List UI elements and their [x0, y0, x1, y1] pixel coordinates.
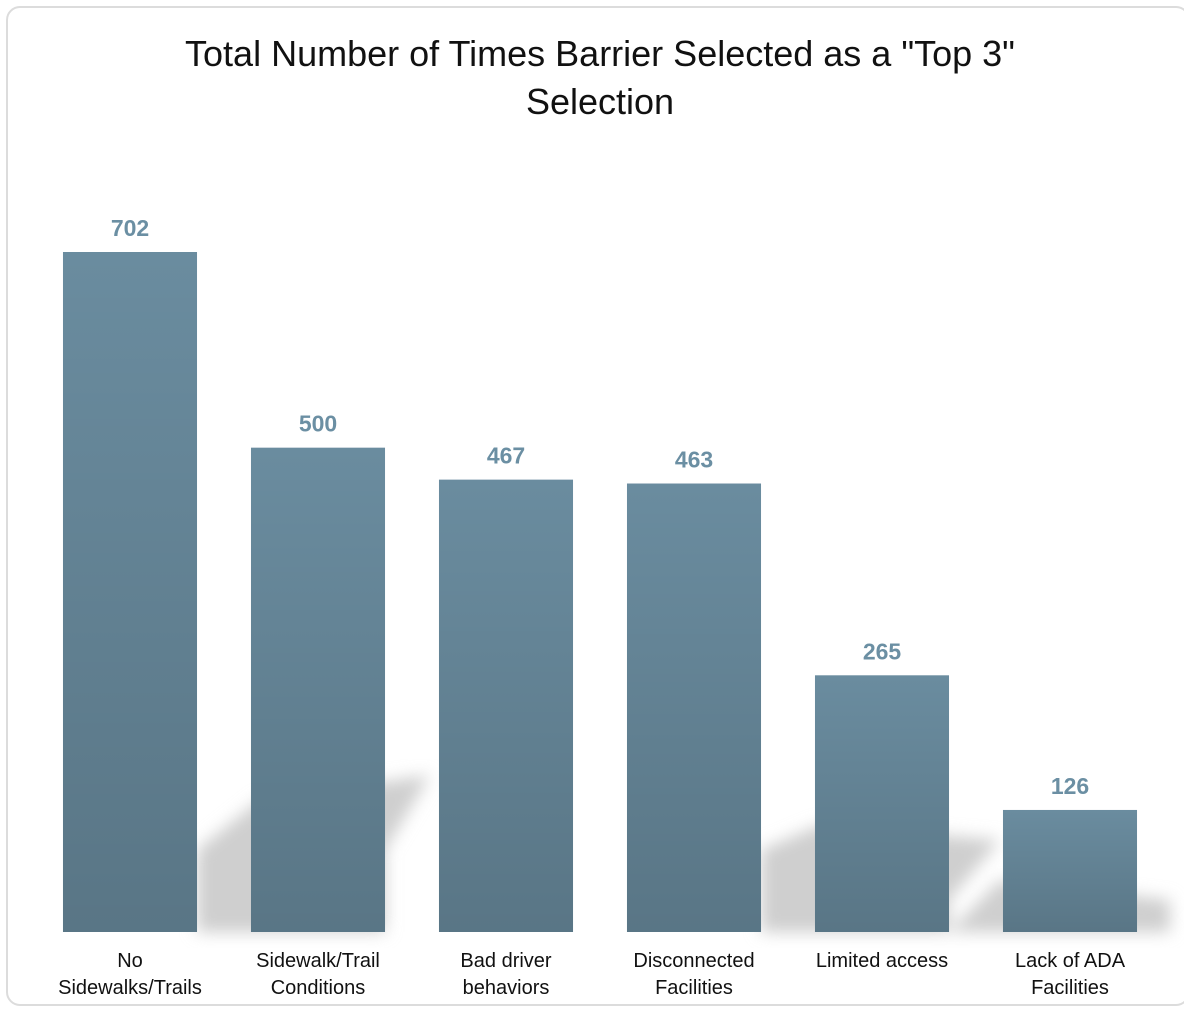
- bar-shade: [626, 483, 762, 932]
- bar-shade: [250, 447, 386, 932]
- x-tick-label: Bad driver behaviors: [460, 950, 552, 999]
- chart-frame: [6, 6, 1184, 1006]
- value-label: 500: [299, 411, 337, 437]
- bar-shade: [814, 675, 950, 932]
- value-label: 463: [675, 447, 713, 473]
- value-label: 126: [1051, 773, 1089, 799]
- x-tick-label: Lack of ADA Facilities: [1014, 950, 1126, 999]
- x-tick-label: Sidewalk/Trail Conditions: [256, 950, 380, 999]
- x-tick-label: Disconnected Facilities: [633, 950, 755, 999]
- bar-shade: [1002, 809, 1138, 932]
- chart-title: Total Number of Times Barrier Selected a…: [185, 33, 1015, 122]
- x-tick-label: No Sidewalks/Trails: [58, 950, 202, 999]
- bar-shade: [62, 252, 198, 932]
- value-label: 702: [111, 215, 149, 241]
- bar-shade: [438, 479, 574, 932]
- value-label: 265: [863, 638, 902, 664]
- value-label: 467: [487, 443, 525, 469]
- x-tick-label: Limited access: [815, 950, 949, 972]
